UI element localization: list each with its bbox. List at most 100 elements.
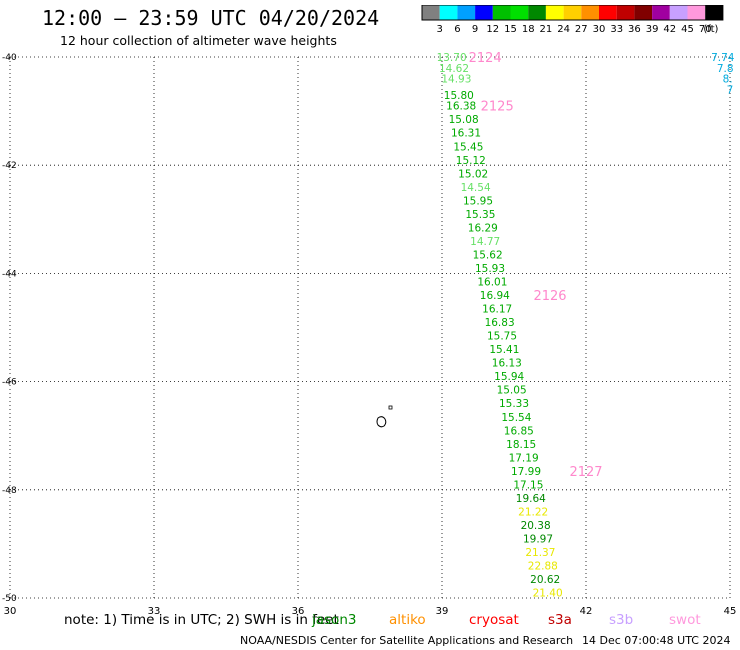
wave-height-label: 22.88 [528,561,558,573]
generated-timestamp: 14 Dec 07:00:48 UTC 2024 [582,634,731,647]
wave-height-label: 16.17 [482,304,512,316]
satellite-label-cryosat: cryosat [469,612,519,628]
wave-height-label: 15.80 [444,90,474,102]
x-tick-label: 42 [580,606,593,617]
wave-height-label: 14.77 [470,236,500,248]
satellite-label-jason3: jason3 [312,612,357,628]
wave-height-label: 7 [727,84,734,96]
wave-height-label: 15.93 [475,263,505,275]
wave-height-label: 18.15 [506,439,536,451]
wave-height-label: 16.38 [446,101,476,113]
wave-height-label: 16.31 [451,128,481,140]
wave-height-label: 16.83 [485,317,515,329]
wave-height-label: 14.54 [461,182,491,194]
color-swatch [422,5,440,20]
wave-height-label: 16.85 [504,425,534,437]
wave-height-label: 21.22 [518,506,548,518]
pass-number-label: 2126 [533,289,566,304]
color-swatch [510,5,529,20]
color-scale-label: 24 [557,24,570,35]
color-swatch [563,5,582,20]
grid-lines [9,56,731,599]
wave-height-label: 7.74 [711,52,735,64]
color-scale-label: 9 [472,24,478,35]
satellite-label-s3a: s3a [548,612,572,628]
chart-title: 12:00 – 23:59 UTC 04/20/2024 [42,6,380,30]
satellite-label-s3b: s3b [609,612,634,628]
satellite-label-altiko: altiko [389,612,426,628]
pass-number-label: 2127 [569,465,602,480]
wave-height-label: 14.62 [439,63,469,75]
wave-height-label: 8. [723,74,733,86]
wave-height-label: 15.05 [497,385,527,397]
wave-height-label: 21.37 [525,547,555,559]
y-tick-label: -40 [2,53,17,63]
color-scale-label: 33 [610,24,623,35]
color-scale-label: 70 [699,24,712,35]
y-tick-label: -42 [2,161,17,171]
color-scale-label: 15 [504,24,517,35]
wave-height-label: 15.12 [456,155,486,167]
color-scale-label: 45 [681,24,694,35]
x-tick-label: 33 [148,606,161,617]
pass-number-label: 2125 [481,100,514,115]
footer-note: note: 1) Time is in UTC; 2) SWH is in fe… [64,612,339,628]
color-swatch [705,5,723,20]
wave-height-label: 15.75 [487,331,517,343]
wave-height-label: 17.15 [513,479,543,491]
color-swatch [528,5,546,20]
wave-height-label: 15.95 [463,195,493,207]
y-tick-label: -48 [2,486,17,496]
wave-height-label: 16.13 [492,358,522,370]
color-scale-label: 3 [437,24,443,35]
wave-height-label: 15.45 [453,141,483,153]
y-tick-label: -46 [2,378,17,388]
color-scale-label: 12 [486,24,499,35]
color-scale-label: 39 [646,24,659,35]
wave-height-label: 15.62 [473,249,503,261]
color-swatch [669,5,688,20]
wave-height-label: 16.29 [468,222,498,234]
color-swatch [475,5,493,20]
y-tick-label: -44 [2,269,17,279]
wave-height-label: 16.01 [477,277,507,289]
color-swatch [545,5,564,20]
wave-height-label: 13.70 [437,52,467,64]
wave-height-label: 15.33 [499,398,529,410]
color-scale-label: 27 [575,24,588,35]
color-scale-label: 21 [540,24,553,35]
wave-height-label: 21.40 [533,588,563,600]
x-tick-label: 36 [292,606,305,617]
x-tick-label: 39 [436,606,449,617]
wave-height-label: 15.94 [494,371,524,383]
wave-height-label: 19.97 [523,533,553,545]
wave-height-label: 15.54 [501,412,531,424]
color-scale-label: 36 [628,24,641,35]
wave-height-label: 17.19 [509,452,539,464]
color-swatch [616,5,635,20]
credit-text: NOAA/NESDIS Center for Satellite Applica… [240,634,574,647]
color-swatch [599,5,617,20]
color-scale-label: 42 [663,24,676,35]
x-tick-label: 45 [724,606,737,617]
wave-height-label: 15.41 [489,344,519,356]
wave-height-label: 15.02 [458,168,488,180]
wave-height-label: 14.93 [441,74,471,86]
chart-subtitle: 12 hour collection of altimeter wave hei… [60,33,337,48]
color-scale-label: 6 [454,24,460,35]
wave-height-label: 16.94 [480,290,510,302]
y-tick-label: -50 [2,594,17,604]
color-swatch [634,5,653,20]
pass-labels: 2124 2125 2126 2127 [469,51,603,480]
wave-height-label: 15.35 [465,209,495,221]
wave-height-label: 17.99 [511,466,541,478]
color-scale-unit: (ft) [703,24,718,35]
wave-height-label: 20.38 [521,520,551,532]
satellite-label-swot: swot [669,612,701,628]
wave-height-label: 7.8 [717,63,734,75]
color-swatch [439,5,458,20]
pass-number-label: 2124 [469,51,502,66]
color-swatch [581,5,599,20]
